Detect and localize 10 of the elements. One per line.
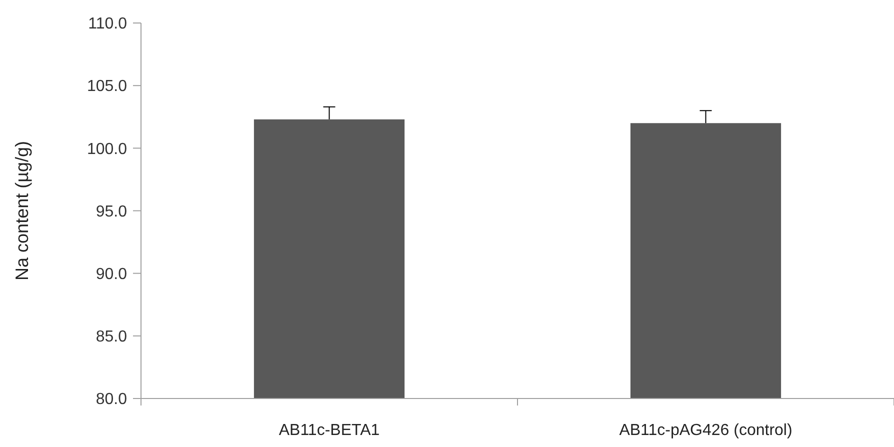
y-tick-label: 80.0 xyxy=(96,391,128,408)
y-tick-label: 85.0 xyxy=(96,328,128,346)
x-tick-label: AB11c-BETA1 xyxy=(278,422,380,439)
y-axis-title: Na content (µg/g) xyxy=(12,141,32,280)
x-tick-label: AB11c-pAG426 (control) xyxy=(619,422,792,439)
y-tick-label: 95.0 xyxy=(96,203,128,220)
y-tick-label: 110.0 xyxy=(88,16,128,33)
y-tick-label: 105.0 xyxy=(86,78,128,96)
y-tick-label: 90.0 xyxy=(96,266,128,283)
y-tick-label: 100.0 xyxy=(86,140,128,158)
